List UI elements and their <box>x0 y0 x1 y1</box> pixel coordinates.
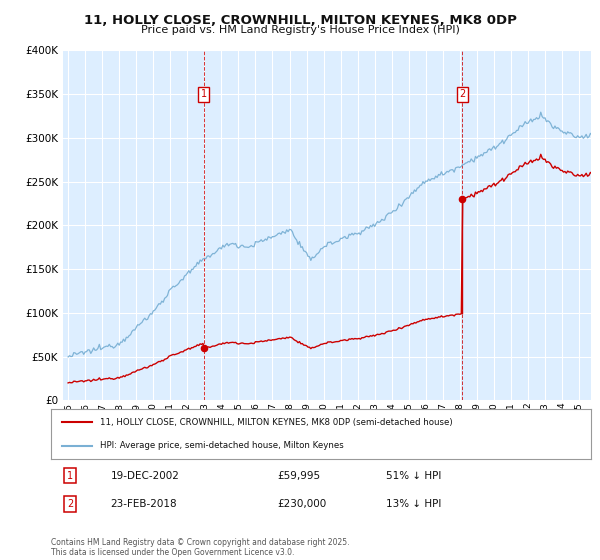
Text: 1: 1 <box>200 89 207 99</box>
Text: Price paid vs. HM Land Registry's House Price Index (HPI): Price paid vs. HM Land Registry's House … <box>140 25 460 35</box>
Text: 23-FEB-2018: 23-FEB-2018 <box>110 499 177 509</box>
Text: £230,000: £230,000 <box>278 499 327 509</box>
Text: 11, HOLLY CLOSE, CROWNHILL, MILTON KEYNES, MK8 0DP (semi-detached house): 11, HOLLY CLOSE, CROWNHILL, MILTON KEYNE… <box>100 418 452 427</box>
Text: 51% ↓ HPI: 51% ↓ HPI <box>386 470 441 480</box>
Text: 2: 2 <box>459 89 466 99</box>
Text: 1: 1 <box>67 470 73 480</box>
Text: £59,995: £59,995 <box>278 470 321 480</box>
Text: 19-DEC-2002: 19-DEC-2002 <box>110 470 179 480</box>
Text: 11, HOLLY CLOSE, CROWNHILL, MILTON KEYNES, MK8 0DP: 11, HOLLY CLOSE, CROWNHILL, MILTON KEYNE… <box>83 14 517 27</box>
Text: Contains HM Land Registry data © Crown copyright and database right 2025.
This d: Contains HM Land Registry data © Crown c… <box>51 538 349 557</box>
Text: HPI: Average price, semi-detached house, Milton Keynes: HPI: Average price, semi-detached house,… <box>100 441 343 450</box>
Point <box>457 195 467 204</box>
Text: 2: 2 <box>67 499 73 509</box>
Point <box>199 343 208 352</box>
Text: 13% ↓ HPI: 13% ↓ HPI <box>386 499 441 509</box>
